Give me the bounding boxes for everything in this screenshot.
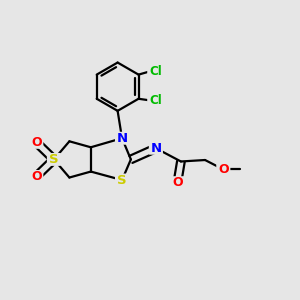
FancyBboxPatch shape bbox=[216, 163, 230, 176]
FancyBboxPatch shape bbox=[147, 65, 165, 78]
Text: Cl: Cl bbox=[150, 65, 163, 78]
Text: Cl: Cl bbox=[150, 94, 163, 107]
Text: N: N bbox=[150, 142, 161, 155]
FancyBboxPatch shape bbox=[29, 170, 43, 183]
Text: O: O bbox=[172, 176, 183, 189]
FancyBboxPatch shape bbox=[149, 142, 163, 155]
Text: O: O bbox=[31, 136, 42, 149]
FancyBboxPatch shape bbox=[47, 153, 61, 166]
Text: O: O bbox=[218, 163, 229, 176]
FancyBboxPatch shape bbox=[115, 132, 129, 145]
Text: O: O bbox=[31, 170, 42, 183]
FancyBboxPatch shape bbox=[115, 174, 129, 187]
Text: S: S bbox=[117, 173, 127, 187]
Text: S: S bbox=[49, 153, 59, 166]
FancyBboxPatch shape bbox=[170, 176, 184, 189]
FancyBboxPatch shape bbox=[147, 94, 165, 107]
FancyBboxPatch shape bbox=[29, 136, 43, 149]
Text: N: N bbox=[116, 132, 128, 145]
